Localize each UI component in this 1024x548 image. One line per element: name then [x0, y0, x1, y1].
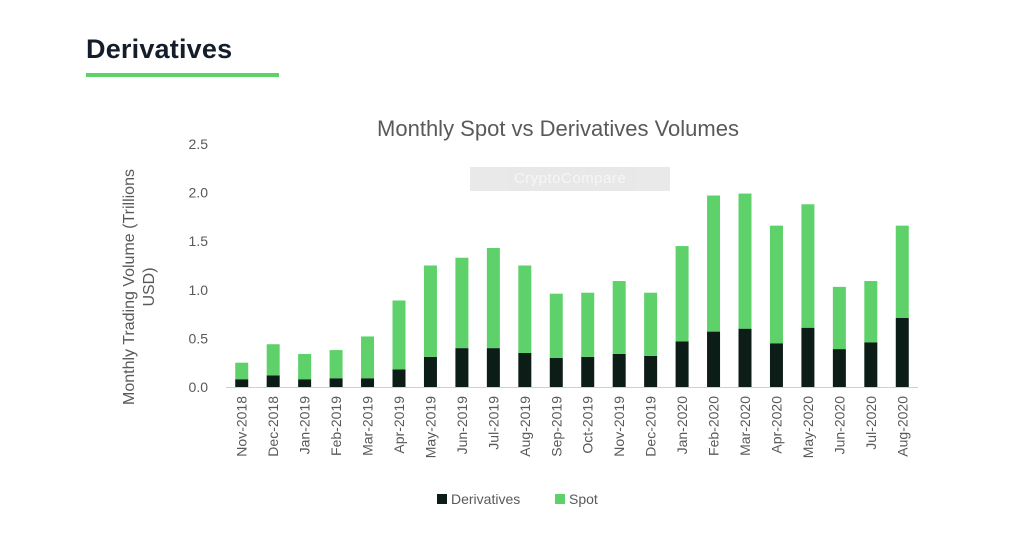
legend-swatch	[437, 494, 447, 504]
bar-spot	[329, 350, 343, 379]
bar-derivatives	[266, 375, 280, 387]
section-title: Derivatives	[86, 34, 233, 64]
x-tick-label: Apr-2020	[768, 396, 784, 454]
bar-spot	[832, 286, 846, 350]
bar-derivatives	[612, 353, 626, 387]
x-tick-label: Jun-2019	[454, 396, 470, 455]
bar-derivatives	[675, 341, 689, 387]
bar-derivatives	[329, 378, 343, 387]
bar-spot	[235, 362, 249, 380]
x-tick-label: Jun-2020	[831, 396, 847, 455]
bar-derivatives	[738, 328, 752, 387]
bar-derivatives	[361, 378, 375, 387]
bar-derivatives	[581, 356, 595, 387]
y-tick-label: 2.5	[189, 136, 209, 152]
watermark-logo: CryptoCompare	[470, 167, 670, 191]
bar-spot	[801, 204, 815, 328]
bar-spot	[361, 336, 375, 379]
bar-derivatives	[769, 343, 783, 387]
x-tick-label: Nov-2018	[234, 396, 250, 457]
x-tick-label: Apr-2019	[391, 396, 407, 454]
x-tick-label: Dec-2018	[265, 396, 281, 457]
bar-spot	[769, 225, 783, 344]
bar-derivatives	[235, 379, 249, 387]
bar-derivatives	[895, 317, 909, 387]
chart-title: Monthly Spot vs Derivatives Volumes	[377, 116, 739, 141]
x-tick-label: Feb-2019	[328, 396, 344, 456]
x-tick-label: Jan-2019	[297, 396, 313, 455]
bar-spot	[707, 195, 721, 332]
x-tick-label: Jan-2020	[674, 396, 690, 455]
bar-spot	[455, 257, 469, 349]
legend-label: Spot	[569, 491, 598, 507]
bar-spot	[392, 300, 406, 370]
bar-spot	[895, 225, 909, 318]
bar-derivatives	[298, 379, 312, 387]
bar-spot	[738, 193, 752, 329]
bar-derivatives	[392, 369, 406, 387]
y-tick-label: 0.0	[189, 379, 209, 395]
bar-spot	[675, 246, 689, 342]
bar-spot	[549, 293, 563, 358]
x-tick-label: Oct-2019	[580, 396, 596, 454]
bar-derivatives	[423, 356, 437, 387]
bar-derivatives	[455, 348, 469, 387]
x-tick-label: Aug-2020	[894, 396, 910, 457]
legend-swatch	[555, 494, 565, 504]
bar-spot	[486, 248, 500, 349]
x-tick-label: Mar-2019	[360, 396, 376, 456]
bar-derivatives	[549, 357, 563, 387]
legend-label: Derivatives	[451, 491, 520, 507]
x-tick-label: May-2020	[800, 396, 816, 458]
bar-spot	[644, 292, 658, 356]
x-tick-label: Dec-2019	[643, 396, 659, 457]
x-tick-label: Mar-2020	[737, 396, 753, 456]
x-tick-label: Feb-2020	[706, 396, 722, 456]
x-tick-label: Jul-2019	[485, 396, 501, 450]
y-tick-label: 0.5	[189, 330, 209, 346]
bar-spot	[518, 265, 532, 353]
bar-derivatives	[518, 352, 532, 387]
y-axis-label: Monthly Trading Volume (Trillions USD)	[121, 169, 158, 405]
x-tick-label: Nov-2019	[611, 396, 627, 457]
bar-derivatives	[832, 349, 846, 387]
bar-spot	[581, 292, 595, 357]
section-title-underline	[86, 73, 279, 77]
x-tick-label: Aug-2019	[517, 396, 533, 457]
y-tick-label: 1.0	[189, 282, 209, 298]
y-tick-label: 2.0	[189, 185, 209, 201]
bar-derivatives	[864, 342, 878, 387]
y-tick-label: 1.5	[189, 233, 209, 249]
bar-spot	[864, 281, 878, 343]
bar-derivatives	[644, 355, 658, 387]
bar-spot	[612, 281, 626, 354]
bar-spot	[423, 265, 437, 357]
bar-spot	[266, 344, 280, 376]
x-tick-label: May-2019	[422, 396, 438, 458]
bar-derivatives	[707, 331, 721, 387]
bar-spot	[298, 353, 312, 380]
bar-derivatives	[801, 327, 815, 387]
bar-derivatives	[486, 348, 500, 387]
x-tick-label: Jul-2020	[863, 396, 879, 450]
x-tick-label: Sep-2019	[548, 396, 564, 457]
